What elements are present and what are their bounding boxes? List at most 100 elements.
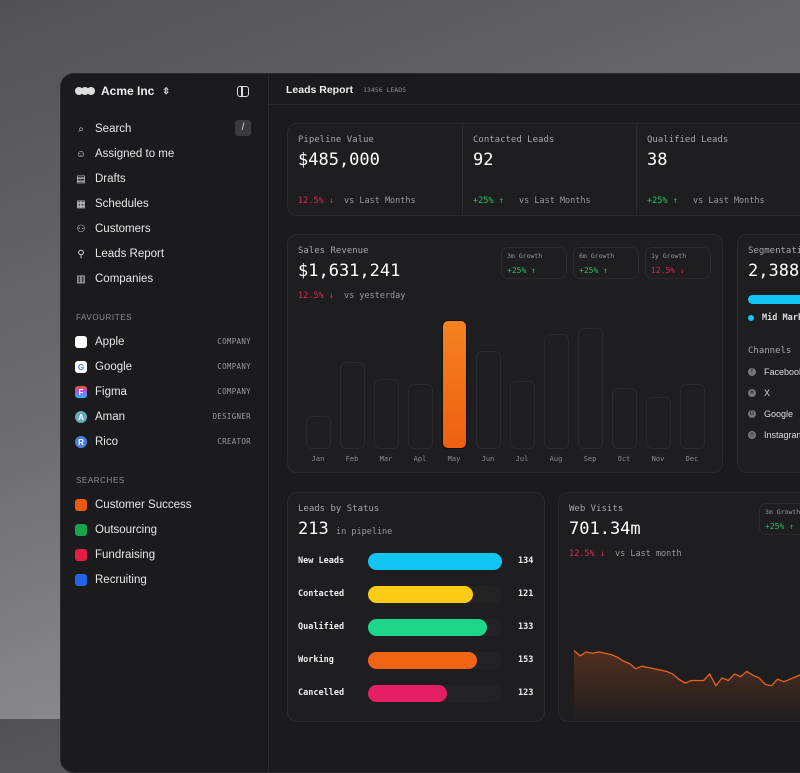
stats-card: Pipeline Value $485,000 12.5% ↓ vs Last …: [287, 123, 800, 216]
leads-status-label: Leads by Status: [298, 504, 380, 514]
channel-google[interactable]: G Google: [748, 409, 794, 419]
month-label: Aug: [549, 455, 563, 463]
bar-aug[interactable]: [544, 334, 569, 449]
segmentation-value: 2,388: [748, 261, 800, 281]
status-progress: [368, 652, 502, 669]
status-row-qualified: Qualified 133: [298, 619, 538, 637]
bar-sep[interactable]: [578, 328, 603, 449]
chevron-updown-icon: ⇳: [162, 85, 170, 96]
sidebar-item-schedules[interactable]: ▦ Schedules: [76, 198, 149, 210]
sidebar-item-customers[interactable]: ⚇ Customers: [76, 223, 151, 235]
month-label: Jan: [311, 455, 325, 463]
sidebar-item-companies[interactable]: ▥ Companies: [76, 273, 154, 285]
saved-search-icon: [75, 524, 87, 536]
favourite-tag: CREATOR: [217, 437, 251, 446]
segmentation-card: Segmentation 2,388 Mid Market Channels f…: [737, 234, 800, 473]
month-label: Apl: [413, 455, 427, 463]
month-label: Dec: [685, 455, 699, 463]
saved-search-item[interactable]: Recruiting: [75, 570, 251, 590]
saved-search-icon: [75, 549, 87, 561]
channel-facebook[interactable]: f Facebook: [748, 367, 800, 377]
web-value: 701.34m: [569, 519, 641, 539]
favourite-figma[interactable]: F Figma COMPANY: [75, 382, 251, 402]
web-change: 12.5% ↓: [569, 549, 605, 559]
bar-may[interactable]: [442, 320, 467, 449]
drafts-icon: ▤: [76, 173, 86, 185]
saved-search-item[interactable]: Fundraising: [75, 545, 251, 565]
favourite-aman[interactable]: A Aman DESIGNER: [75, 407, 251, 427]
segmentation-bar: [748, 295, 800, 304]
stat-qualified-leads: Qualified Leads 38 +25% ↑ vs Last Months: [636, 124, 800, 215]
avatar: R: [75, 436, 87, 448]
logo-icon: [75, 87, 95, 95]
bar-dec[interactable]: [680, 384, 705, 449]
sales-label: Sales Revenue: [298, 246, 369, 256]
segment-legend: Mid Market: [748, 313, 800, 323]
bar-mar[interactable]: [374, 379, 399, 449]
favourite-google[interactable]: G Google COMPANY: [75, 357, 251, 377]
bar-oct[interactable]: [612, 388, 637, 449]
x-icon: ✕: [748, 389, 756, 397]
favourite-apple[interactable]: Apple COMPANY: [75, 332, 251, 352]
sidebar-toggle-icon[interactable]: [237, 86, 249, 97]
channel-x[interactable]: ✕ X: [748, 388, 771, 398]
status-progress: [368, 685, 502, 702]
calendar-icon: ▦: [76, 198, 86, 210]
favourites-heading: FAVOURITES: [76, 313, 133, 322]
status-progress: [368, 553, 502, 570]
sidebar-item-assigned-to-me[interactable]: ☺ Assigned to me: [75, 148, 175, 160]
favourite-rico[interactable]: R Rico CREATOR: [75, 432, 251, 452]
favourite-tag: DESIGNER: [212, 412, 251, 421]
month-label: May: [447, 455, 461, 463]
saved-search-icon: [75, 574, 87, 586]
apple-icon: [75, 336, 87, 348]
saved-search-icon: [75, 499, 87, 511]
status-row-new-leads: New Leads 134: [298, 553, 538, 571]
building-icon: ▥: [76, 273, 86, 285]
month-label: Mar: [379, 455, 393, 463]
stat-pipeline-value: Pipeline Value $485,000 12.5% ↓ vs Last …: [298, 135, 416, 206]
month-label: Feb: [345, 455, 359, 463]
bar-jul[interactable]: [510, 381, 535, 449]
favourite-tag: COMPANY: [217, 362, 251, 371]
page-title: Leads Report: [286, 84, 354, 96]
status-row-working: Working 153: [298, 652, 538, 670]
leads-count: 13456 LEADS: [363, 86, 407, 94]
sales-vs: vs yesterday: [344, 291, 406, 301]
workspace-switcher[interactable]: Acme Inc ⇳: [75, 84, 170, 98]
web-visits-card: Web Visits 701.34m 12.5% ↓ vs Last month…: [558, 492, 800, 723]
month-label: Sep: [583, 455, 597, 463]
google-icon: G: [75, 361, 87, 373]
segmentation-label: Segmentation: [748, 246, 800, 256]
status-row-contacted: Contacted 121: [298, 586, 538, 604]
growth-chip: 1y Growth 12.5% ↓: [645, 247, 711, 279]
search-icon: ⌕: [78, 123, 84, 135]
searches-heading: SEARCHES: [76, 476, 125, 485]
users-icon: ⚇: [76, 223, 86, 235]
bar-feb[interactable]: [340, 362, 365, 449]
google-icon: G: [748, 410, 756, 418]
sidebar-item-drafts[interactable]: ▤ Drafts: [76, 173, 126, 185]
assigned-icon: ☺: [75, 148, 87, 160]
flow-icon: ⚲: [77, 248, 85, 260]
month-label: Jun: [481, 455, 495, 463]
bar-apl[interactable]: [408, 384, 433, 449]
header: Leads Report 13456 LEADS: [269, 74, 800, 105]
instagram-icon: ◎: [748, 431, 756, 439]
saved-search-item[interactable]: Customer Success: [75, 495, 251, 515]
facebook-icon: f: [748, 368, 756, 376]
visits-line: [573, 650, 800, 687]
bar-nov[interactable]: [646, 397, 671, 449]
growth-chip: 3m Growth +25% ↑: [501, 247, 567, 279]
sidebar-item-leads-report[interactable]: ⚲ Leads Report: [75, 244, 251, 264]
area-fill: [574, 650, 800, 723]
status-progress: [368, 619, 502, 636]
saved-search-item[interactable]: Outsourcing: [75, 520, 251, 540]
sales-revenue-card: Sales Revenue $1,631,241 12.5% ↓ vs yest…: [287, 234, 723, 473]
avatar: A: [75, 411, 87, 423]
channel-instagram[interactable]: ◎Instagram: [748, 430, 800, 440]
web-label: Web Visits: [569, 504, 624, 514]
bar-jun[interactable]: [476, 351, 501, 449]
bar-jan[interactable]: [306, 416, 331, 449]
sidebar-item-search[interactable]: ⌕ Search /: [75, 119, 251, 139]
